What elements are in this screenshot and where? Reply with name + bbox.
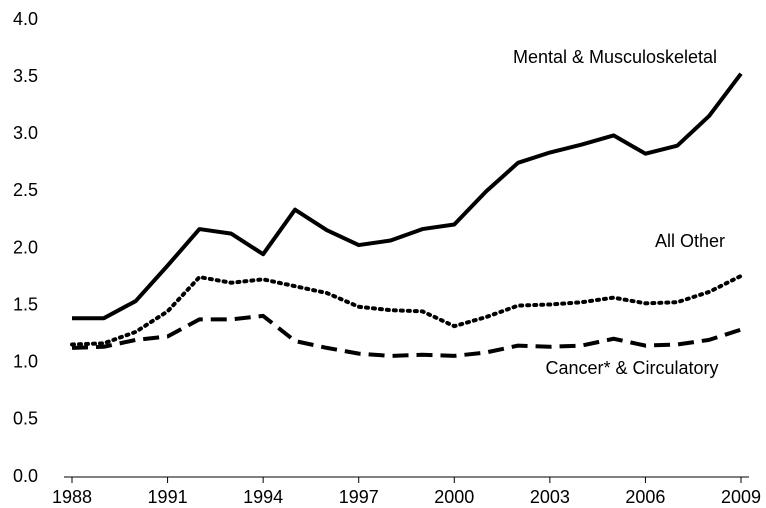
y-tick-label: 1.5 [13, 294, 38, 314]
x-tick-label: 1994 [243, 487, 283, 507]
y-tick-label: 0.0 [13, 466, 38, 486]
y-tick-label: 3.0 [13, 123, 38, 143]
x-tick-label: 2009 [721, 487, 761, 507]
x-tick-label: 2000 [434, 487, 474, 507]
series-line [70, 273, 743, 347]
series-label: Mental & Musculoskeletal [513, 47, 717, 67]
x-tick-label: 2006 [625, 487, 665, 507]
y-tick-label: 2.5 [13, 180, 38, 200]
series-label: Cancer* & Circulatory [545, 358, 718, 378]
y-tick-label: 1.0 [13, 352, 38, 372]
x-tick-label: 1997 [339, 487, 379, 507]
y-tick-label: 2.0 [13, 237, 38, 257]
y-tick-label: 3.5 [13, 66, 38, 86]
x-tick-label: 1991 [148, 487, 188, 507]
y-tick-label: 0.5 [13, 409, 38, 429]
series-label: All Other [655, 231, 725, 251]
series-line [72, 72, 743, 321]
y-tick-label: 4.0 [13, 9, 38, 29]
x-tick-label: 1988 [52, 487, 92, 507]
x-tick-label: 2003 [530, 487, 570, 507]
series-line [71, 313, 742, 358]
